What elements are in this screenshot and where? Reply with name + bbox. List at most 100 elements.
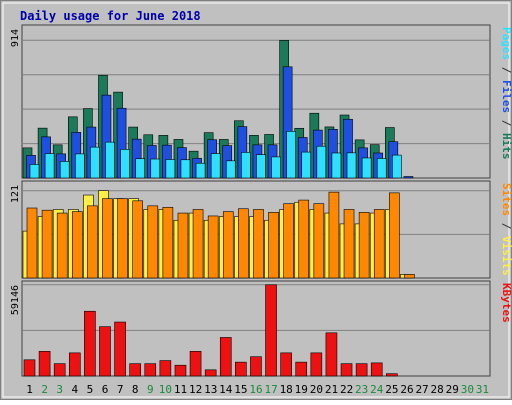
bar-pages-1 xyxy=(29,164,40,179)
bar-kbytes-17 xyxy=(265,284,277,377)
x-tick-label: 1 xyxy=(26,383,33,396)
bar-kbytes-9 xyxy=(144,363,157,377)
bar-sites-16 xyxy=(253,209,264,279)
x-tick-label: 5 xyxy=(87,383,94,396)
legend-entry: Files xyxy=(500,80,512,113)
bar-kbytes-6 xyxy=(99,326,111,377)
bar-kbytes-5 xyxy=(84,310,96,377)
x-tick-label: 12 xyxy=(189,383,202,396)
x-tick-label: 26 xyxy=(400,383,413,396)
bar-pages-17 xyxy=(271,156,281,179)
x-axis-labels: 1 2 3 4 5 6 7 8 9 10 11 12 13 14 15 16 17 18 19 20 21 22 23 24 2… xyxy=(26,383,489,396)
x-tick-label: 15 xyxy=(234,383,247,396)
bar-kbytes-11 xyxy=(174,364,187,377)
bar-kbytes-19 xyxy=(295,361,308,377)
bar-sites-22 xyxy=(343,209,355,279)
bar-sites-10 xyxy=(162,206,174,279)
bar-kbytes-15 xyxy=(235,361,247,377)
bar-pages-23 xyxy=(361,157,372,179)
legend-entry: KBytes xyxy=(500,283,512,323)
bar-pages-3 xyxy=(59,161,70,179)
bar-sites-25 xyxy=(389,192,400,279)
series-legend: Pages / Files / Hits xyxy=(500,27,512,160)
bar-kbytes-23 xyxy=(355,363,368,377)
bar-pages-6 xyxy=(105,141,115,179)
bar-kbytes-13 xyxy=(204,369,217,377)
bar-sites-12 xyxy=(192,209,204,279)
bar-kbytes-25 xyxy=(386,373,398,377)
x-tick-label: 11 xyxy=(174,383,187,396)
bar-sites-14 xyxy=(222,211,234,279)
chart-frame-inner xyxy=(2,2,510,398)
bar-pages-13 xyxy=(210,153,221,179)
bar-sites-13 xyxy=(207,215,219,279)
y-max-label: 121 xyxy=(10,185,21,203)
bar-pages-21 xyxy=(331,152,342,179)
bar-sites-2 xyxy=(41,209,53,279)
bar-sites-8 xyxy=(132,200,143,279)
x-tick-label: 9 xyxy=(147,383,154,396)
x-tick-label: 17 xyxy=(264,383,277,396)
x-tick-label: 7 xyxy=(117,383,124,396)
bar-sites-21 xyxy=(328,191,340,279)
bar-kbytes-2 xyxy=(38,351,51,377)
bar-pages-11 xyxy=(180,159,191,179)
legend-entry: Pages xyxy=(500,27,512,60)
bar-sites-4 xyxy=(71,211,83,279)
x-tick-label: 19 xyxy=(295,383,308,396)
x-tick-label: 14 xyxy=(219,383,233,396)
bar-pages-16 xyxy=(256,154,266,179)
bar-pages-2 xyxy=(44,153,55,179)
series-legend: KBytes xyxy=(500,283,512,323)
bar-kbytes-3 xyxy=(53,363,66,377)
x-tick-label: 25 xyxy=(385,383,398,396)
legend-entry: / xyxy=(500,60,512,80)
legend-entry: / xyxy=(500,113,512,133)
bar-pages-25 xyxy=(392,154,402,179)
bar-kbytes-20 xyxy=(310,352,323,377)
bar-kbytes-18 xyxy=(280,352,292,377)
bar-sites-11 xyxy=(177,212,189,279)
bar-kbytes-4 xyxy=(68,352,81,377)
bar-pages-7 xyxy=(120,149,130,179)
bar-pages-22 xyxy=(346,152,357,179)
x-tick-label: 27 xyxy=(415,383,428,396)
bar-kbytes-22 xyxy=(340,363,353,377)
bar-pages-8 xyxy=(135,158,145,179)
x-tick-label: 20 xyxy=(310,383,323,396)
x-tick-label: 16 xyxy=(249,383,262,396)
x-tick-label: 8 xyxy=(132,383,139,396)
x-tick-label: 4 xyxy=(72,383,79,396)
x-tick-label: 3 xyxy=(56,383,63,396)
y-max-label: 59146 xyxy=(10,285,21,315)
bar-sites-17 xyxy=(268,212,279,279)
bar-sites-24 xyxy=(373,209,385,279)
bar-kbytes-12 xyxy=(189,351,202,377)
chart-title: Daily usage for June 2018 xyxy=(20,9,201,23)
bar-kbytes-7 xyxy=(114,321,126,377)
legend-entry: Visits xyxy=(500,236,512,276)
bar-kbytes-16 xyxy=(250,356,262,377)
x-tick-label: 24 xyxy=(370,383,384,396)
x-tick-label: 31 xyxy=(476,383,489,396)
bar-pages-9 xyxy=(150,158,161,179)
bar-pages-18 xyxy=(286,130,296,179)
bar-sites-7 xyxy=(117,198,128,279)
bar-sites-9 xyxy=(147,205,159,279)
x-tick-label: 6 xyxy=(102,383,109,396)
bar-pages-10 xyxy=(165,159,176,179)
x-tick-label: 13 xyxy=(204,383,217,396)
bar-sites-19 xyxy=(298,199,310,279)
bar-sites-6 xyxy=(102,198,113,279)
x-tick-label: 2 xyxy=(41,383,48,396)
bar-kbytes-24 xyxy=(370,362,383,377)
series-legend: Sites / Visits xyxy=(500,183,512,276)
bar-pages-5 xyxy=(90,146,100,179)
legend-entry: Hits xyxy=(500,133,512,160)
bar-pages-24 xyxy=(376,158,387,179)
bar-sites-26 xyxy=(404,274,415,279)
bar-sites-18 xyxy=(283,203,294,279)
bar-sites-15 xyxy=(238,208,249,279)
